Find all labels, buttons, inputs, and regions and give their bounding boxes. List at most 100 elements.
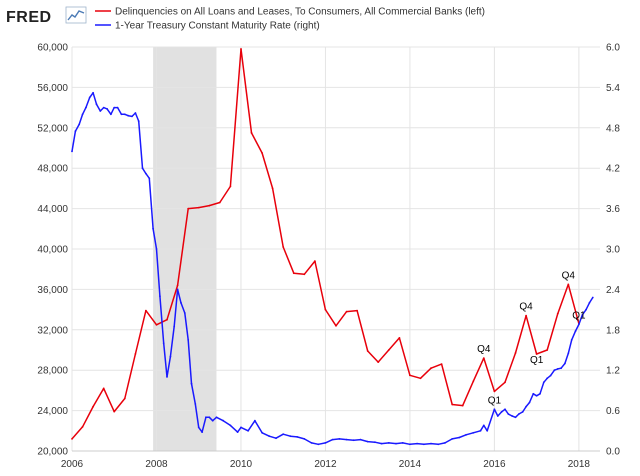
- legend-label-1: Delinquencies on All Loans and Leases, T…: [115, 7, 485, 18]
- series-1-point: [229, 185, 232, 188]
- series-2-point: [159, 295, 161, 297]
- series-2-point: [183, 312, 186, 314]
- y-left-tick-label: 48,000: [37, 164, 68, 175]
- series-2-point: [190, 382, 193, 385]
- series-2-point: [116, 106, 119, 109]
- series-1-point: [366, 350, 369, 352]
- series-2-point: [588, 302, 591, 304]
- series-1-point: [240, 48, 242, 50]
- series-2-point: [345, 438, 348, 441]
- y-right-tick-label: 0.0: [606, 447, 620, 458]
- series-2-point: [123, 113, 126, 116]
- y-right-tick-label: 4.2: [606, 164, 620, 175]
- series-1-point: [250, 132, 253, 134]
- series-2-point: [518, 413, 520, 415]
- series-2-point: [338, 438, 341, 440]
- series-1-point: [556, 312, 559, 315]
- series-1-point: [356, 309, 358, 312]
- legend-label-2: 1-Year Treasury Constant Maturity Rate (…: [115, 21, 320, 32]
- y-right-tick-label: 4.8: [606, 123, 620, 134]
- series-2-point: [236, 431, 239, 433]
- y-left-tick-label: 20,000: [37, 447, 68, 458]
- series-1-point: [345, 310, 348, 313]
- y-right-tick-label: 0.6: [606, 406, 620, 417]
- series-2-point: [539, 392, 541, 395]
- series-2-point: [173, 325, 176, 328]
- series-2-point: [127, 114, 130, 117]
- series-2-point: [289, 435, 292, 438]
- series-2-point: [387, 442, 390, 444]
- series-2-point: [416, 442, 418, 445]
- series-2-point: [535, 394, 538, 397]
- series-2-point: [560, 367, 562, 370]
- series-1-point: [145, 309, 147, 312]
- series-2-point: [169, 355, 172, 358]
- series-2-point: [296, 436, 298, 438]
- series-1-point: [377, 361, 380, 363]
- x-tick-label: 2016: [483, 459, 506, 470]
- y-left-tick-label: 32,000: [37, 325, 68, 336]
- series-1-point: [292, 272, 295, 275]
- series-line-2: [71, 92, 594, 446]
- series-2-point: [395, 442, 397, 445]
- series-2-point: [496, 415, 499, 417]
- y-left-tick-label: 36,000: [37, 285, 68, 296]
- series-2-point: [166, 376, 168, 378]
- series-2-point: [324, 442, 327, 444]
- series-2-point: [99, 110, 102, 112]
- y-right-tick-label: 1.8: [606, 325, 620, 336]
- series-2-point: [528, 401, 531, 404]
- plot-area: 20,000 24,000 28,000 32,000 36,000 40,000 44,0…: [37, 43, 620, 471]
- logo-graph-line: [67, 10, 85, 21]
- series-2-point: [194, 403, 197, 405]
- series-2-point: [197, 426, 200, 429]
- series-2-point: [451, 438, 454, 440]
- y-left-tick-label: 28,000: [37, 366, 68, 377]
- series-2-point: [145, 172, 147, 175]
- series-2-point: [564, 362, 566, 365]
- series-1-point: [218, 201, 221, 204]
- series-2-point: [275, 437, 277, 440]
- series-2-point: [581, 314, 584, 316]
- series-1-point: [387, 349, 390, 351]
- series-1-point: [166, 318, 168, 321]
- series-2-point: [374, 441, 376, 444]
- series-2-point: [430, 442, 432, 445]
- fred-logo: FRED: [6, 6, 87, 26]
- series-1-point: [102, 387, 105, 390]
- y-left-tick-label: 52,000: [37, 123, 68, 134]
- series-2-point: [201, 431, 204, 433]
- legend: Delinquencies on All Loans and Leases, T…: [95, 7, 485, 32]
- series-2-point: [511, 415, 513, 417]
- series-1-point: [92, 405, 94, 408]
- series-2-point: [553, 369, 556, 372]
- series-2-point: [546, 377, 549, 380]
- series-2-point: [78, 123, 81, 126]
- series-2-point: [525, 405, 527, 408]
- y-left-tick-label: 56,000: [37, 83, 68, 94]
- x-tick-label: 2010: [230, 459, 253, 470]
- series-1-point: [482, 357, 485, 359]
- series-2-point: [71, 150, 73, 153]
- series-2-point: [556, 368, 559, 370]
- series-2-point: [208, 416, 211, 419]
- series-2-point: [102, 106, 105, 109]
- series-2-point: [261, 431, 263, 434]
- y-right-tick-label: 1.2: [606, 366, 620, 377]
- series-2-point: [549, 374, 552, 377]
- series-2-point: [578, 323, 580, 326]
- series-2-point: [570, 339, 573, 341]
- series-2-point: [205, 416, 207, 419]
- series-1-point: [155, 323, 158, 326]
- series-2-point: [215, 416, 218, 419]
- series-2-point: [137, 120, 140, 122]
- series-2-point: [352, 439, 355, 442]
- y-right-tick-label: 6.0: [606, 43, 620, 54]
- series-2-point: [155, 248, 158, 250]
- series-2-point: [247, 429, 250, 432]
- series-1-point: [134, 353, 137, 355]
- series-2-point: [359, 438, 362, 441]
- series-1-point: [176, 284, 179, 287]
- x-tick-label: 2008: [145, 459, 168, 470]
